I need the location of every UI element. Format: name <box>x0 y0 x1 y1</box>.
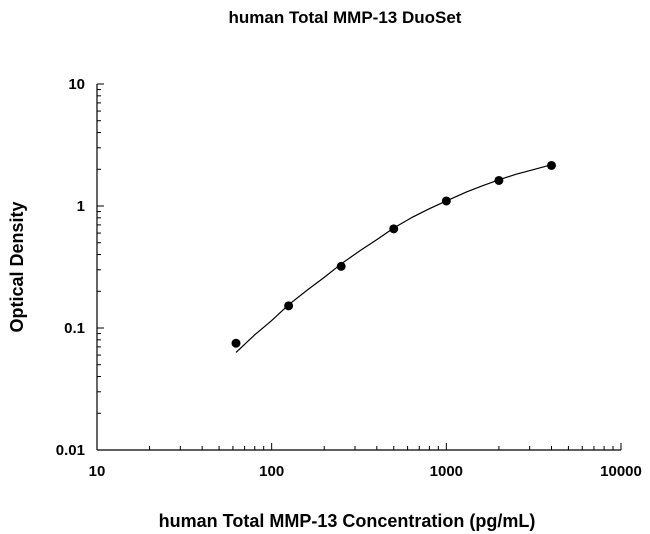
data-point <box>231 338 241 348</box>
x-tick-label: 100 <box>259 463 284 480</box>
x-axis-title: human Total MMP-13 Concentration (pg/mL) <box>159 511 536 531</box>
x-tick-label: 1000 <box>430 463 463 480</box>
x-tick-label: 10000 <box>600 463 642 480</box>
x-tick-label: 10 <box>89 463 106 480</box>
chart-title: human Total MMP-13 DuoSet <box>229 8 462 27</box>
y-tick-label: 0.01 <box>56 442 85 459</box>
data-point <box>389 224 399 234</box>
y-tick-label: 1 <box>77 198 85 215</box>
y-tick-label: 10 <box>68 76 85 93</box>
data-point <box>284 301 294 311</box>
data-point <box>494 175 504 185</box>
data-point <box>546 160 556 170</box>
plot-area: 10 100 1000 10000 0.01 0.1 1 10 <box>56 76 642 480</box>
data-point <box>441 196 451 206</box>
fit-curve <box>235 164 552 353</box>
data-point <box>336 261 346 271</box>
y-tick-label: 0.1 <box>64 320 85 337</box>
y-axis-title: Optical Density <box>7 201 27 332</box>
